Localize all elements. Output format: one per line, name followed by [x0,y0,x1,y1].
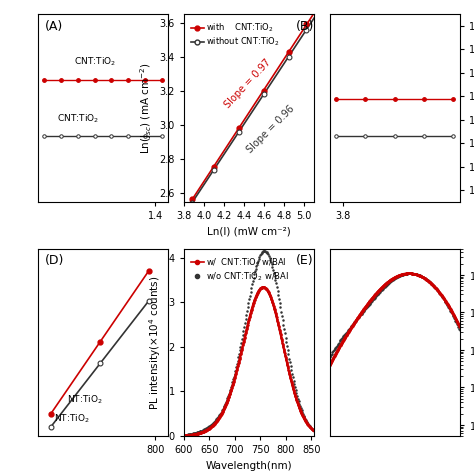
Legend: with    CNT:TiO$_2$, without CNT:TiO$_2$: with CNT:TiO$_2$, without CNT:TiO$_2$ [188,18,283,52]
Text: Slope = 0.96: Slope = 0.96 [245,103,296,155]
Y-axis label: PL intensity($\times$10$^4$ counts): PL intensity($\times$10$^4$ counts) [147,275,163,410]
Text: (E): (E) [296,254,313,267]
Text: CNT:TiO$_2$: CNT:TiO$_2$ [57,112,100,125]
Text: (D): (D) [45,254,64,267]
X-axis label: Wavelength(nm): Wavelength(nm) [206,461,292,471]
Legend: w/  CNT:TiO$_2$ w/BAI, w/o CNT:TiO$_2$ w/BAI: w/ CNT:TiO$_2$ w/BAI, w/o CNT:TiO$_2$ w/… [188,253,292,286]
Text: NT:TiO$_2$: NT:TiO$_2$ [54,412,90,425]
X-axis label: Ln(I) (mW cm⁻²): Ln(I) (mW cm⁻²) [207,226,291,237]
Text: Slope = 0.97: Slope = 0.97 [223,57,273,110]
Text: (A): (A) [45,20,63,33]
Text: CNT:TiO$_2$: CNT:TiO$_2$ [74,56,117,68]
Text: NT:TiO$_2$: NT:TiO$_2$ [66,393,102,406]
Y-axis label: Ln(J$_{sc}$) (mA cm$^{-2}$): Ln(J$_{sc}$) (mA cm$^{-2}$) [138,62,154,154]
Text: (B): (B) [296,20,314,33]
